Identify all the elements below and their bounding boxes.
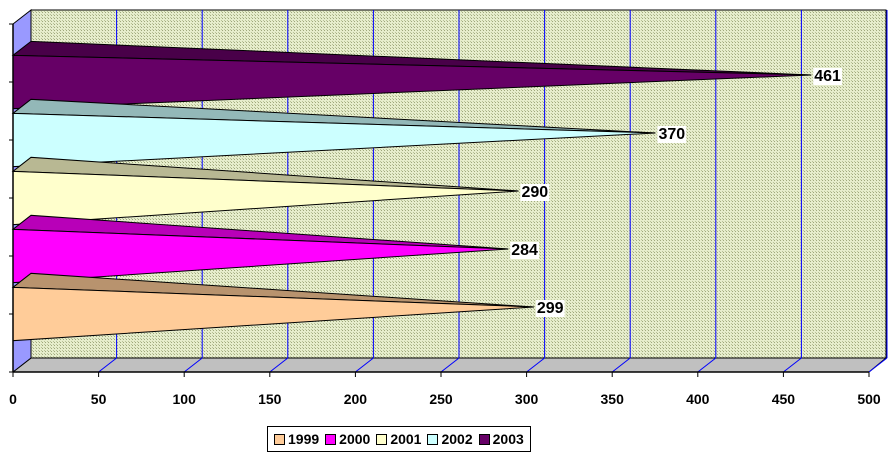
x-tick-label: 250 bbox=[429, 391, 453, 407]
legend-item-2002: 2002 bbox=[427, 431, 473, 447]
data-label-2003: 461 bbox=[814, 68, 841, 85]
x-tick-label: 400 bbox=[686, 391, 710, 407]
x-tick-label: 150 bbox=[258, 391, 282, 407]
legend-swatch bbox=[478, 433, 490, 445]
legend-label: 1999 bbox=[288, 431, 320, 447]
floor-gridline bbox=[440, 357, 460, 373]
floor-gridline bbox=[355, 357, 374, 373]
bars bbox=[11, 40, 812, 342]
legend-label: 2000 bbox=[339, 431, 371, 447]
floor-gridline bbox=[868, 357, 888, 373]
floor-gridline bbox=[783, 357, 802, 373]
bar-2000 bbox=[11, 214, 509, 284]
data-label-2000: 284 bbox=[511, 242, 538, 259]
floor-gridline bbox=[526, 357, 545, 373]
x-tick-label: 500 bbox=[857, 391, 881, 407]
legend-label: 2003 bbox=[492, 431, 524, 447]
legend: 1999 2000 2001 2002 2003 bbox=[267, 426, 531, 452]
data-label-2002: 370 bbox=[658, 126, 685, 143]
floor-gridline bbox=[98, 357, 117, 373]
legend-swatch bbox=[376, 433, 388, 445]
chart: 0 50 100 150 200 250 300 350 400 450 500 461 370 290… bbox=[9, 8, 888, 407]
floor-gridline bbox=[183, 357, 203, 373]
legend-swatch bbox=[325, 433, 337, 445]
legend-swatch bbox=[274, 433, 285, 445]
x-tick-label: 100 bbox=[173, 391, 197, 407]
data-label-2001: 290 bbox=[521, 184, 548, 201]
x-tick-label: 450 bbox=[772, 391, 796, 407]
legend-item-1999: 1999 bbox=[274, 431, 319, 447]
x-tick-label: 0 bbox=[9, 391, 17, 407]
floor-gridline bbox=[697, 357, 717, 373]
data-label-1999: 299 bbox=[537, 300, 564, 317]
y-axis-ticks bbox=[9, 23, 13, 373]
legend-item-2003: 2003 bbox=[478, 431, 524, 447]
floor-gridline bbox=[611, 357, 631, 373]
data-label-1999-bg bbox=[535, 300, 565, 317]
x-tick-label: 50 bbox=[91, 391, 107, 407]
x-tick-label: 350 bbox=[601, 391, 625, 407]
data-label-2001-bg bbox=[520, 184, 550, 201]
legend-label: 2002 bbox=[441, 431, 473, 447]
floor-gridline bbox=[269, 357, 289, 373]
data-labels: 461 370 290 284 299 bbox=[510, 68, 843, 317]
x-tick-label: 300 bbox=[515, 391, 539, 407]
legend-item-2000: 2000 bbox=[325, 431, 370, 447]
x-tick-label: 200 bbox=[344, 391, 368, 407]
x-axis-ticks: 0 50 100 150 200 250 300 350 400 450 500 bbox=[9, 372, 881, 407]
legend-label: 2001 bbox=[390, 431, 422, 447]
data-label-2003-bg bbox=[813, 68, 843, 85]
legend-item-2001: 2001 bbox=[376, 431, 421, 447]
data-label-2002-bg bbox=[657, 126, 687, 143]
legend-swatch bbox=[427, 433, 439, 445]
bar-2001 bbox=[11, 156, 519, 226]
data-label-2000-bg bbox=[510, 242, 540, 259]
